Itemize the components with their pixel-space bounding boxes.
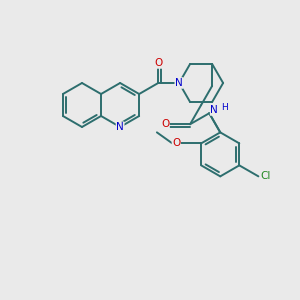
Text: N: N <box>210 105 218 115</box>
Text: N: N <box>175 78 183 88</box>
Text: N: N <box>175 78 183 88</box>
Text: O: O <box>154 58 162 68</box>
Text: H: H <box>221 103 228 112</box>
Text: N: N <box>116 122 124 132</box>
Text: Cl: Cl <box>260 171 271 182</box>
Text: O: O <box>172 138 180 148</box>
Text: O: O <box>161 119 169 129</box>
